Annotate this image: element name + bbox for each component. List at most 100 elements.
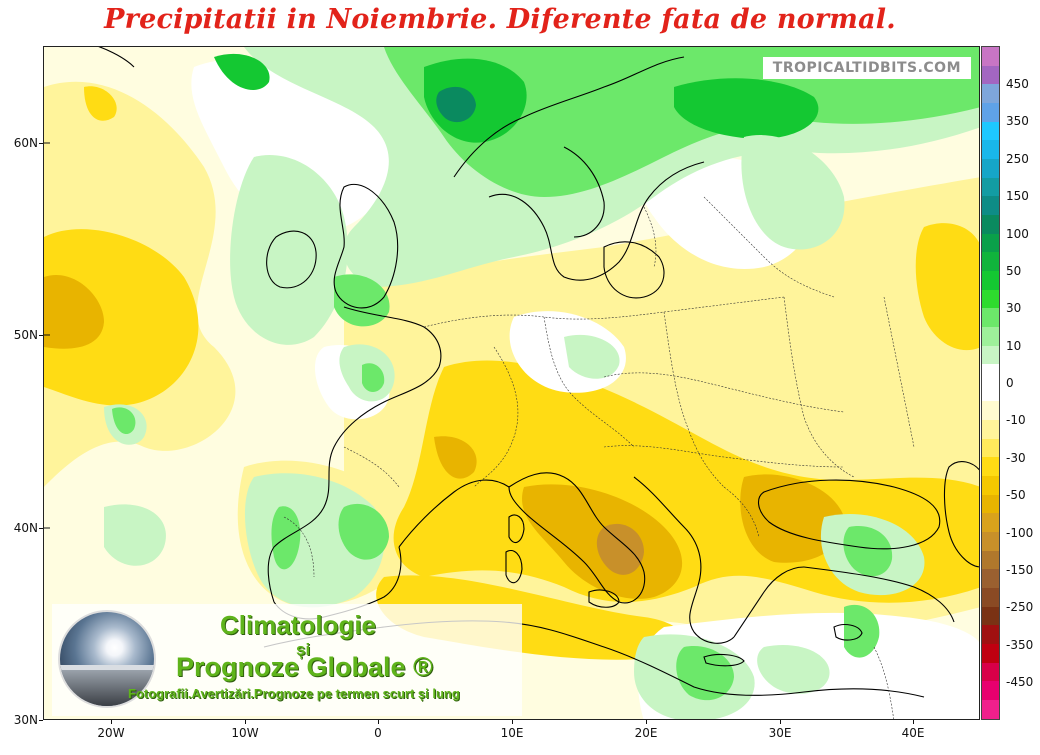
colorbar-segment <box>982 662 999 682</box>
colorbar-segment <box>982 569 999 589</box>
colorbar-label: -100 <box>1006 525 1034 540</box>
anomaly-field-dry-strong <box>434 436 477 479</box>
brand-title-line1: Climatologie <box>220 610 377 640</box>
colorbar-label: 10 <box>1006 338 1022 353</box>
colorbar-segment <box>982 513 999 533</box>
lon-label-0: 0 <box>374 726 382 740</box>
lon-label-20w: 20W <box>97 726 125 740</box>
colorbar-segment <box>982 681 999 700</box>
colorbar-segment <box>982 550 999 570</box>
lon-label-10w: 10W <box>231 726 259 740</box>
map-title: Precipitatii in Noiembrie. Diferente fat… <box>104 4 896 35</box>
colorbar-label: 0 <box>1006 376 1014 390</box>
colorbar-label: -150 <box>1006 562 1034 577</box>
colorbar-segment <box>982 326 999 346</box>
lat-label-30n: 30N <box>13 713 38 727</box>
colorbar-segment <box>982 177 999 197</box>
lon-tick <box>913 720 914 724</box>
source-credit: TROPICALTIDBITS.COM <box>762 57 971 79</box>
lat-label-40n: 40N <box>13 521 38 535</box>
lon-tick <box>780 720 781 724</box>
anomaly-field-wet-very-strong <box>436 86 476 123</box>
colorbar-label: -350 <box>1006 637 1034 652</box>
anomaly-field-wet-light <box>230 155 348 345</box>
colorbar-segment <box>982 401 999 421</box>
anomaly-field-wet-strong <box>424 58 527 143</box>
colorbar-segment <box>982 140 999 159</box>
anomaly-field-wet <box>334 274 390 327</box>
anomaly-field-dry <box>84 86 117 121</box>
branding-logo: Climatologie și Prognoze Globale ® Fotog… <box>52 604 522 716</box>
lat-tick <box>39 335 43 336</box>
colorbar-segment <box>982 196 999 215</box>
colorbar-label: -10 <box>1006 413 1026 428</box>
colorbar-label: 350 <box>1006 114 1029 129</box>
anomaly-field-wet-light <box>757 645 830 694</box>
lat-tick <box>39 720 43 721</box>
colorbar-label: -450 <box>1006 675 1034 689</box>
brand-tagline: Fotografii.Avertizări.Prognoze pe termen… <box>128 686 460 701</box>
colorbar-segment <box>982 102 999 122</box>
anomaly-field-wet <box>112 407 136 435</box>
colorbar-label: 250 <box>1006 151 1029 166</box>
anomaly-field-dry-very-strong <box>596 523 644 575</box>
brand-conjunction: și <box>296 640 311 659</box>
colorbar-segment <box>982 476 999 495</box>
colorbar-segment <box>982 625 999 644</box>
political-borders <box>283 196 915 719</box>
lat-tick <box>39 528 43 529</box>
colorbar-label: 50 <box>1006 263 1022 278</box>
colorbar-segment <box>982 457 999 477</box>
colorbar-segment <box>982 420 999 439</box>
lon-tick <box>646 720 647 724</box>
anomaly-field-wet-light <box>104 504 166 566</box>
colorbar-segment <box>982 382 999 402</box>
anomaly-field-wet-light <box>741 135 845 250</box>
colorbar-segment <box>982 699 999 719</box>
lon-tick <box>378 720 379 724</box>
colorbar-label: -250 <box>1006 600 1034 615</box>
colorbar-label: 150 <box>1006 189 1029 204</box>
colorbar-segment <box>982 270 999 290</box>
colorbar-segment <box>982 438 999 458</box>
lon-label-30e: 30E <box>768 726 792 740</box>
colorbar-label: -50 <box>1006 488 1026 503</box>
lon-label-20e: 20E <box>634 726 658 740</box>
anomaly-field-wet-strong <box>674 78 819 139</box>
anomaly-field-wet <box>362 363 385 392</box>
colorbar-segment <box>982 364 999 383</box>
anomaly-field-wet <box>384 47 979 197</box>
colorbar-segment <box>982 289 999 309</box>
colorbar-segment <box>982 121 999 141</box>
colorbar-segment <box>982 644 999 663</box>
sky-photo-logo <box>58 610 156 708</box>
anomaly-field-wet-light <box>564 334 620 379</box>
colorbar-segment <box>982 84 999 103</box>
anomaly-field-dry <box>915 223 979 351</box>
coastlines <box>98 47 979 698</box>
colorbar-segment <box>982 494 999 514</box>
lon-tick <box>111 720 112 724</box>
colorbar-segment <box>982 65 999 85</box>
anomaly-field-dry-strong <box>44 275 104 349</box>
colorbar-segment <box>982 308 999 327</box>
colorbar-segment <box>982 252 999 271</box>
lat-tick <box>39 143 43 144</box>
anomaly-field-wet <box>843 526 893 577</box>
colorbar-segment <box>982 158 999 178</box>
colorbar-segment <box>982 606 999 626</box>
anomaly-field-wet <box>676 646 734 701</box>
colorbar-label: 100 <box>1006 226 1029 241</box>
colorbar-label: 30 <box>1006 301 1022 316</box>
lon-tick <box>512 720 513 724</box>
colorbar-segment <box>982 214 999 234</box>
lat-label-60n: 60N <box>13 136 38 150</box>
precipitation-colorbar <box>981 46 1000 720</box>
graticule <box>44 142 50 529</box>
lat-label-50n: 50N <box>13 328 38 342</box>
brand-title-line2: Prognoze Globale ® <box>176 652 433 682</box>
colorbar-segment <box>982 588 999 607</box>
colorbar-segment <box>982 345 999 365</box>
lon-label-40e: 40E <box>901 726 925 740</box>
colorbar-label: 450 <box>1006 77 1029 91</box>
